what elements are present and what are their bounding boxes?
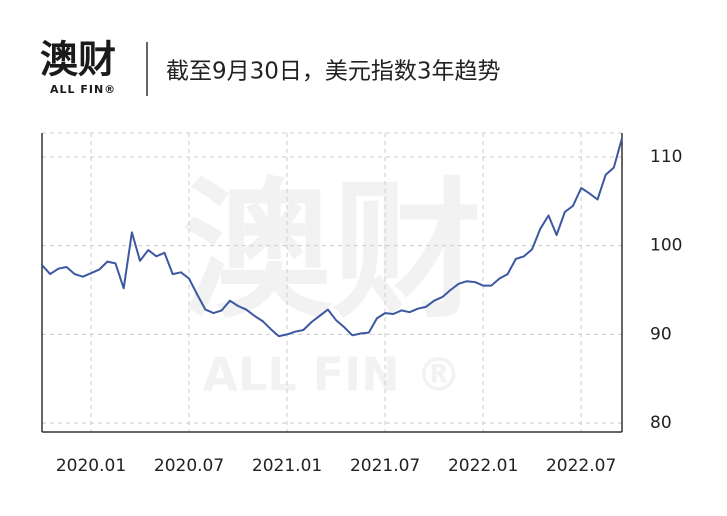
watermark-sub: ALL FIN ® xyxy=(202,348,461,402)
chart-title: 截至9月30日，美元指数3年趋势 xyxy=(166,59,501,85)
x-tick-label: 2022.07 xyxy=(546,456,616,476)
y-tick-label: 90 xyxy=(650,324,672,344)
y-tick-label: 100 xyxy=(650,236,682,256)
y-tick-label: 110 xyxy=(650,147,682,167)
x-tick-label: 2022.01 xyxy=(448,456,518,476)
x-tick-label: 2021.01 xyxy=(252,456,322,476)
logo: 澳财 xyxy=(40,38,116,82)
y-tick-label: 80 xyxy=(650,413,672,433)
watermark: 澳财 xyxy=(182,165,482,339)
series-line xyxy=(41,138,623,338)
logo-sub: ALL FIN® xyxy=(50,83,116,96)
x-tick-label: 2020.01 xyxy=(56,456,126,476)
x-tick-label: 2020.07 xyxy=(154,456,224,476)
x-tick-label: 2021.07 xyxy=(350,456,420,476)
